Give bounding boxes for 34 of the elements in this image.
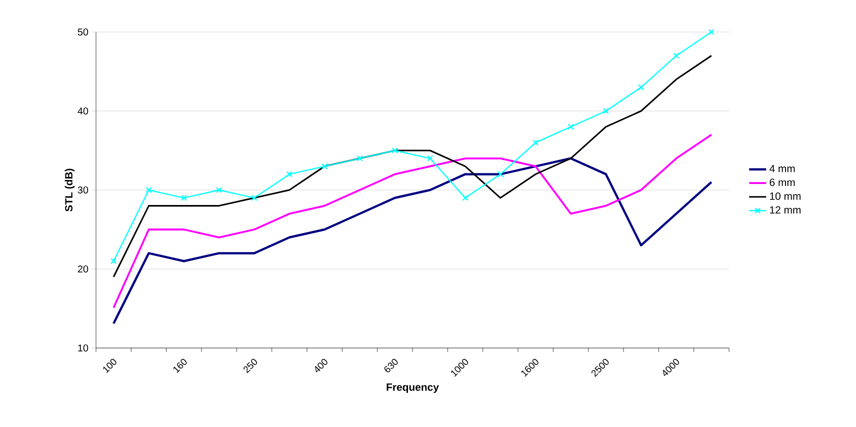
point bbox=[110, 258, 117, 264]
y-axis-title: STL (dB) bbox=[64, 168, 75, 212]
point bbox=[708, 28, 714, 36]
legend-label: 10 mm bbox=[770, 192, 801, 200]
y-tick-label: 30 bbox=[78, 186, 88, 194]
y-tick-label: 10 bbox=[78, 344, 88, 352]
legend-label: 12 mm bbox=[770, 206, 801, 214]
x-tick-label: 400 bbox=[315, 358, 328, 372]
point bbox=[602, 108, 609, 114]
x-tick-label: 160 bbox=[174, 358, 187, 373]
point bbox=[532, 140, 539, 146]
legend-label: 6 mm bbox=[770, 178, 795, 186]
point bbox=[216, 186, 222, 194]
point bbox=[356, 155, 363, 162]
legend-label: 4 mm bbox=[769, 164, 795, 172]
point bbox=[286, 171, 292, 178]
point bbox=[322, 163, 328, 170]
x-axis-title: Frequency bbox=[386, 384, 439, 393]
point bbox=[180, 194, 187, 201]
y-tick-label: 20 bbox=[78, 265, 88, 273]
y-tick-label: 50 bbox=[78, 28, 88, 36]
x-tick-label: 100 bbox=[103, 358, 116, 373]
point bbox=[638, 84, 644, 90]
point bbox=[146, 186, 152, 194]
y-tick-label: 40 bbox=[78, 107, 88, 115]
point bbox=[392, 147, 398, 154]
point bbox=[568, 124, 574, 130]
point bbox=[497, 171, 504, 178]
point bbox=[673, 52, 680, 59]
x-tick-label: 630 bbox=[384, 358, 398, 372]
point bbox=[251, 194, 258, 201]
point bbox=[427, 155, 434, 162]
point bbox=[462, 194, 468, 201]
x-tick-label: 250 bbox=[244, 358, 258, 374]
